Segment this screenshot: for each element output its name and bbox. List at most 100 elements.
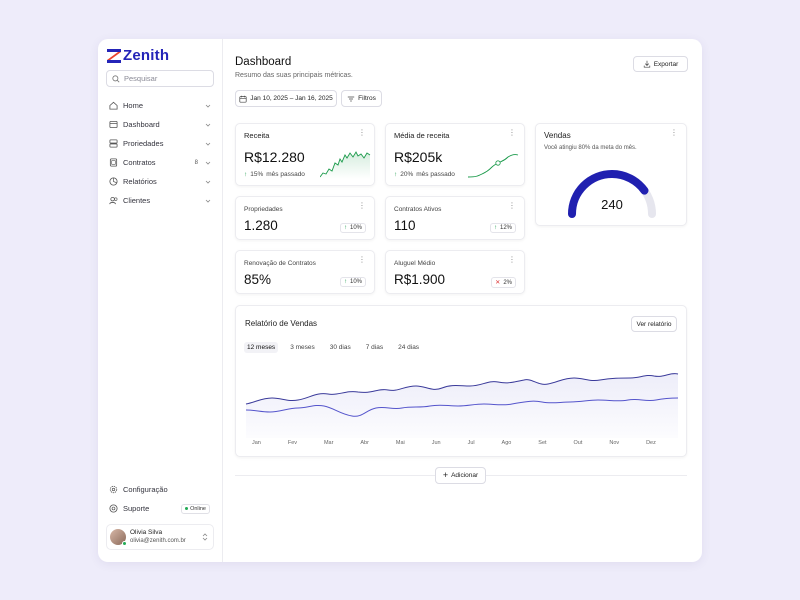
month-label: Ago xyxy=(501,440,512,446)
sidebar-item-home[interactable]: Home xyxy=(106,96,214,115)
export-label: Exportar xyxy=(653,60,679,68)
tab-7-dias[interactable]: 7 dias xyxy=(365,344,384,351)
sidebar-item-clients[interactable]: Clientes xyxy=(106,191,214,210)
sidebar-item-label: Configuração xyxy=(123,485,168,494)
card-trend: ↑ 15% mês passado xyxy=(244,171,305,178)
sidebar-item-support[interactable]: Suporte Online xyxy=(106,499,214,518)
reports-icon xyxy=(109,177,118,186)
chevron-down-icon xyxy=(205,199,211,203)
series-line-light xyxy=(245,397,679,417)
badge-percent: 10% xyxy=(349,225,362,231)
date-range-picker[interactable]: Jan 10, 2025 – Jan 16, 2025 xyxy=(235,90,337,107)
sidebar-item-label: Clientes xyxy=(123,196,151,205)
sidebar-item-settings[interactable]: Configuração xyxy=(106,480,214,499)
card-value: 85% xyxy=(244,272,272,287)
avatar xyxy=(110,529,127,546)
date-range-label: Jan 10, 2025 – Jan 16, 2025 xyxy=(250,95,333,102)
more-options-icon[interactable]: ⋮ xyxy=(508,255,516,264)
tab-24-dias[interactable]: 24 dias xyxy=(398,344,420,351)
online-label: Online xyxy=(190,505,206,512)
card-value: R$1.900 xyxy=(394,272,446,287)
gear-icon xyxy=(109,485,118,494)
sidebar-item-dashboard[interactable]: Dashboard xyxy=(106,115,214,134)
sidebar-item-properties[interactable]: Proriedades xyxy=(106,134,214,153)
more-options-icon[interactable]: ⋮ xyxy=(358,201,366,210)
card-trend: ↑ 20% mês passado xyxy=(394,171,455,178)
more-options-icon[interactable]: ⋮ xyxy=(358,255,366,264)
sidebar-item-label: Contratos xyxy=(123,158,156,167)
page-subtitle: Resumo das suas principais métricas. xyxy=(235,72,353,79)
month-label: Jan xyxy=(252,440,261,446)
online-status-badge: Online xyxy=(181,503,210,514)
sidebar: Zenith Home Dashboard Proriedades xyxy=(98,39,223,562)
receita-sparkline xyxy=(320,151,371,179)
trend-period: mês passado xyxy=(416,171,455,178)
card-value: 1.280 xyxy=(244,218,278,233)
chevron-down-icon xyxy=(205,180,211,184)
month-label: Mar xyxy=(323,440,334,446)
online-status-icon xyxy=(122,541,127,546)
month-label: Abr xyxy=(360,440,369,446)
month-label: Out xyxy=(573,440,583,446)
vendas-card: Vendas ⋮ Você atingiu 80% da meta do mês… xyxy=(535,123,687,226)
change-badge: ✕ 2% xyxy=(491,277,516,288)
more-options-icon[interactable]: ⋮ xyxy=(670,128,678,137)
more-options-icon[interactable]: ⋮ xyxy=(358,128,366,137)
change-badge: ↑ 12% xyxy=(489,223,516,233)
sidebar-nav: Home Dashboard Proriedades Contratos 8 xyxy=(106,96,214,210)
logo[interactable]: Zenith xyxy=(107,47,169,64)
brand-name: Zenith xyxy=(123,47,170,64)
clients-icon xyxy=(109,196,118,205)
tab-30-dias[interactable]: 30 dias xyxy=(329,344,351,351)
chevron-updown-icon[interactable] xyxy=(202,533,208,541)
propriedades-card: Propriedades ⋮ 1.280 ↑ 10% xyxy=(235,196,375,240)
more-options-icon[interactable]: ⋮ xyxy=(508,201,516,210)
change-badge: ↑ 10% xyxy=(339,277,366,287)
zenith-logo-icon xyxy=(107,48,121,63)
card-title: Aluguel Médio xyxy=(394,260,436,267)
view-report-button[interactable]: Ver relatório xyxy=(631,316,677,332)
main-content: Dashboard Resumo das suas principais mét… xyxy=(235,39,702,562)
series-line-dark xyxy=(245,373,679,405)
card-title: Vendas xyxy=(544,131,571,140)
tab-12-meses[interactable]: 12 meses xyxy=(244,342,279,353)
contratos-card: Contratos Ativos ⋮ 110 ↑ 12% xyxy=(385,196,525,240)
sales-line-chart xyxy=(245,373,679,438)
export-button[interactable]: Exportar xyxy=(633,56,688,72)
media-receita-card: Média de receita ⋮ R$205k ↑ 20% mês pass… xyxy=(385,123,525,186)
month-label: Jun xyxy=(431,440,441,446)
month-label: Jul xyxy=(467,440,475,446)
change-badge: ↑ 10% xyxy=(339,223,366,233)
card-title: Média de receita xyxy=(394,131,450,140)
chevron-down-icon xyxy=(205,104,211,108)
receita-card: Receita ⋮ R$12.280 ↑ 15% mês passado xyxy=(235,123,375,186)
app-window: Zenith Home Dashboard Proriedades xyxy=(98,39,702,562)
user-profile[interactable]: Olivia Silva olivia@zenith.com.br xyxy=(106,524,214,550)
search-input[interactable] xyxy=(124,74,204,83)
contracts-icon xyxy=(109,158,118,167)
more-options-icon[interactable]: ⋮ xyxy=(508,128,516,137)
sidebar-item-label: Proriedades xyxy=(123,139,164,148)
vendas-gauge xyxy=(568,170,656,218)
media-sparkline xyxy=(468,154,519,178)
sidebar-item-label: Relatórios xyxy=(123,177,157,186)
sidebar-item-reports[interactable]: Relatórios xyxy=(106,172,214,191)
support-icon xyxy=(109,504,118,513)
card-value: R$205k xyxy=(394,149,443,165)
filters-button[interactable]: Filtros xyxy=(341,90,382,107)
user-name: Olivia Silva xyxy=(130,529,163,536)
close-x-icon: ✕ xyxy=(495,280,501,286)
add-button[interactable]: + Adicionar xyxy=(435,467,486,484)
tab-3-meses[interactable]: 3 meses xyxy=(290,344,315,351)
month-label: Nov xyxy=(609,440,620,446)
trend-percent: 15% xyxy=(250,171,264,178)
card-title: Receita xyxy=(244,131,270,140)
sidebar-item-label: Suporte xyxy=(123,504,150,513)
search-box[interactable] xyxy=(106,70,214,87)
user-email: olivia@zenith.com.br xyxy=(130,538,186,544)
period-tabs: 12 meses 3 meses 30 dias 7 dias 24 dias xyxy=(244,342,422,353)
filters-label: Filtros xyxy=(358,95,376,102)
report-title: Relatório de Vendas xyxy=(245,319,318,328)
sidebar-item-label: Home xyxy=(123,101,144,110)
sidebar-item-contracts[interactable]: Contratos 8 xyxy=(106,153,214,172)
